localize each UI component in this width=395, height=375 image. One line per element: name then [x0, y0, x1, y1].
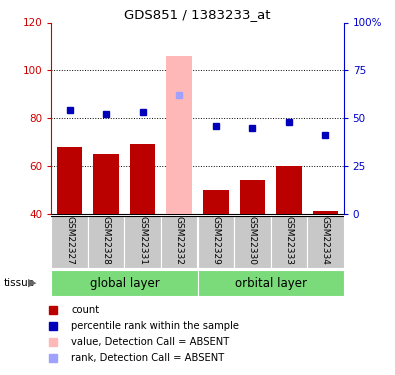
- Title: GDS851 / 1383233_at: GDS851 / 1383233_at: [124, 8, 271, 21]
- Bar: [57, 147, 83, 214]
- Bar: [130, 144, 156, 214]
- Bar: [88, 216, 124, 268]
- Bar: [51, 270, 198, 296]
- Text: GSM22332: GSM22332: [175, 216, 184, 265]
- Bar: [307, 216, 344, 268]
- Bar: [198, 270, 344, 296]
- Bar: [203, 190, 229, 214]
- Text: GSM22329: GSM22329: [211, 216, 220, 265]
- Text: GSM22330: GSM22330: [248, 216, 257, 266]
- Bar: [93, 154, 119, 214]
- Bar: [161, 216, 198, 268]
- Text: GSM22334: GSM22334: [321, 216, 330, 265]
- Text: tissue: tissue: [4, 278, 35, 288]
- Bar: [312, 211, 338, 214]
- Text: GSM22327: GSM22327: [65, 216, 74, 265]
- Bar: [198, 216, 234, 268]
- Text: count: count: [71, 305, 99, 315]
- Text: GSM22333: GSM22333: [284, 216, 293, 266]
- Text: percentile rank within the sample: percentile rank within the sample: [71, 321, 239, 331]
- Text: rank, Detection Call = ABSENT: rank, Detection Call = ABSENT: [71, 352, 224, 363]
- Bar: [276, 166, 302, 214]
- Bar: [271, 216, 307, 268]
- Text: GSM22331: GSM22331: [138, 216, 147, 266]
- Text: value, Detection Call = ABSENT: value, Detection Call = ABSENT: [71, 337, 229, 347]
- Bar: [239, 180, 265, 214]
- Bar: [51, 216, 88, 268]
- Text: ▶: ▶: [28, 278, 37, 288]
- Text: orbital layer: orbital layer: [235, 277, 307, 290]
- Text: global layer: global layer: [90, 277, 159, 290]
- Bar: [166, 56, 192, 214]
- Bar: [234, 216, 271, 268]
- Text: GSM22328: GSM22328: [102, 216, 111, 265]
- Bar: [124, 216, 161, 268]
